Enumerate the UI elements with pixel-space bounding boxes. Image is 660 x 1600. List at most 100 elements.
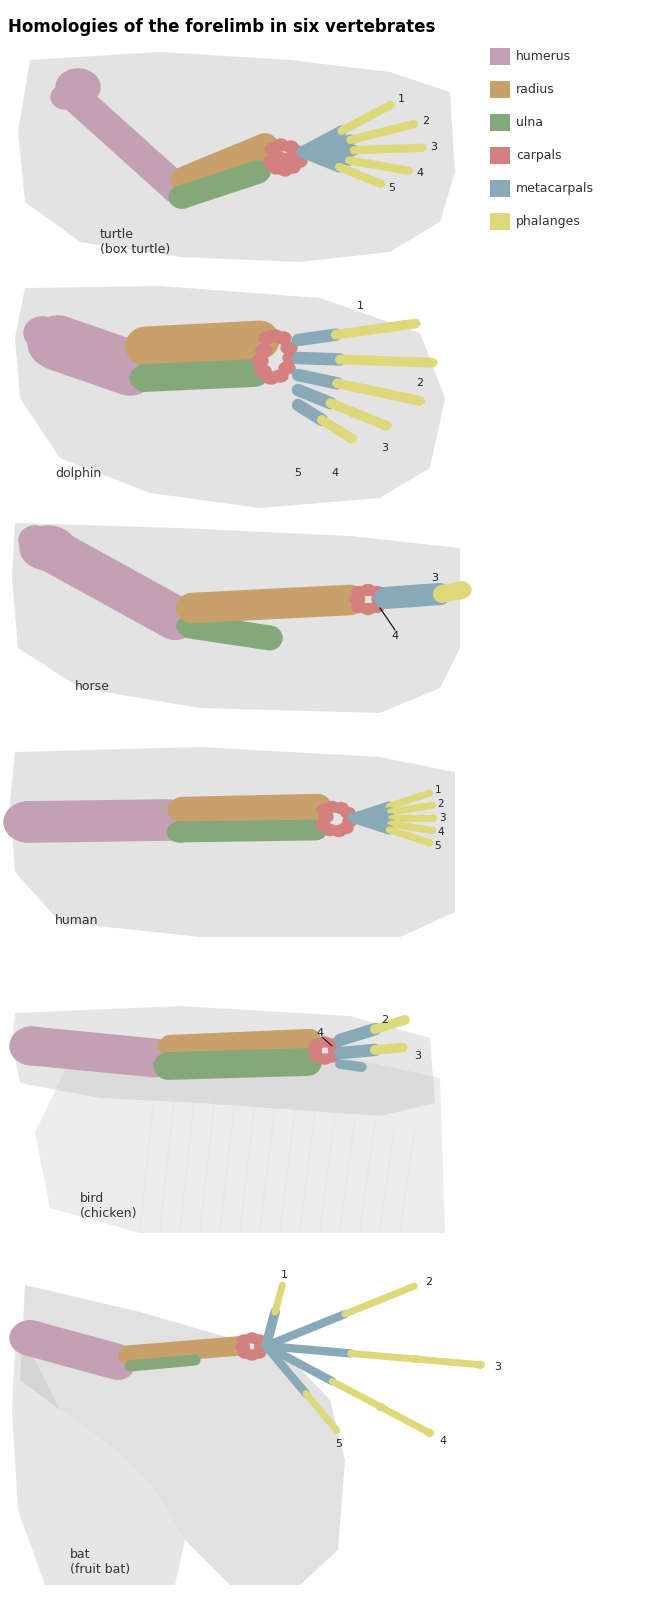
Text: 3: 3 (495, 1362, 502, 1371)
Ellipse shape (327, 1053, 339, 1062)
Ellipse shape (403, 394, 412, 402)
Ellipse shape (252, 355, 268, 366)
Ellipse shape (341, 808, 355, 819)
Ellipse shape (426, 790, 432, 797)
Text: 3: 3 (439, 813, 446, 822)
Ellipse shape (228, 1338, 248, 1354)
Bar (490, 179, 510, 197)
Ellipse shape (283, 352, 299, 365)
Text: 2: 2 (381, 1014, 389, 1026)
Ellipse shape (167, 822, 193, 842)
Ellipse shape (317, 805, 331, 816)
Ellipse shape (377, 1403, 385, 1411)
Ellipse shape (427, 358, 437, 366)
Ellipse shape (327, 1038, 339, 1050)
Ellipse shape (367, 131, 375, 138)
Polygon shape (15, 286, 445, 509)
Ellipse shape (358, 326, 368, 334)
Ellipse shape (305, 821, 327, 838)
Ellipse shape (238, 1334, 251, 1346)
Ellipse shape (263, 371, 279, 384)
Ellipse shape (418, 805, 426, 810)
Ellipse shape (293, 155, 307, 166)
Ellipse shape (252, 138, 278, 157)
Ellipse shape (255, 1341, 267, 1350)
Ellipse shape (372, 594, 386, 605)
Ellipse shape (153, 600, 197, 635)
Ellipse shape (295, 1053, 321, 1072)
Ellipse shape (336, 589, 364, 611)
Ellipse shape (350, 594, 364, 605)
Text: 1: 1 (280, 1270, 288, 1280)
Text: carpals: carpals (516, 149, 562, 162)
Ellipse shape (410, 320, 420, 328)
Ellipse shape (394, 146, 402, 152)
Text: 1: 1 (397, 94, 405, 104)
Ellipse shape (393, 357, 403, 365)
Ellipse shape (418, 826, 426, 832)
Ellipse shape (374, 589, 396, 606)
Ellipse shape (171, 170, 199, 190)
Text: 3: 3 (430, 142, 438, 152)
Ellipse shape (246, 1350, 259, 1360)
Ellipse shape (176, 595, 208, 621)
Ellipse shape (253, 1334, 265, 1346)
Ellipse shape (238, 1347, 251, 1358)
Ellipse shape (350, 410, 360, 418)
Ellipse shape (255, 365, 271, 378)
Ellipse shape (411, 1355, 419, 1363)
Ellipse shape (329, 1045, 341, 1054)
Ellipse shape (386, 102, 394, 109)
Ellipse shape (272, 152, 286, 165)
Ellipse shape (339, 822, 353, 834)
Ellipse shape (20, 526, 76, 570)
Ellipse shape (264, 157, 278, 168)
Text: 4: 4 (438, 827, 444, 837)
Ellipse shape (453, 582, 471, 597)
Ellipse shape (385, 390, 395, 398)
Ellipse shape (259, 333, 275, 344)
Ellipse shape (425, 1429, 434, 1437)
Ellipse shape (346, 434, 356, 442)
Ellipse shape (242, 326, 278, 354)
Ellipse shape (349, 170, 357, 176)
Text: dolphin: dolphin (55, 467, 101, 480)
Ellipse shape (258, 627, 282, 648)
Text: 1: 1 (356, 301, 364, 310)
Ellipse shape (363, 176, 371, 181)
Text: 2: 2 (438, 798, 444, 810)
Ellipse shape (284, 141, 298, 154)
Ellipse shape (416, 794, 423, 800)
Ellipse shape (177, 616, 203, 635)
Ellipse shape (370, 587, 384, 597)
Ellipse shape (265, 142, 279, 155)
Ellipse shape (241, 362, 269, 384)
Polygon shape (18, 51, 455, 262)
Ellipse shape (256, 344, 272, 357)
Text: 3: 3 (414, 1051, 421, 1061)
Ellipse shape (416, 837, 423, 843)
Ellipse shape (310, 1053, 323, 1062)
Ellipse shape (308, 1045, 321, 1054)
Ellipse shape (104, 346, 156, 390)
Text: bat
(fruit bat): bat (fruit bat) (70, 1549, 130, 1576)
Ellipse shape (139, 1045, 171, 1070)
Text: turtle
(box turtle): turtle (box turtle) (100, 227, 170, 256)
Ellipse shape (380, 323, 390, 331)
Ellipse shape (267, 330, 283, 342)
Ellipse shape (377, 181, 385, 187)
Polygon shape (10, 747, 455, 938)
Ellipse shape (269, 162, 283, 174)
Ellipse shape (405, 814, 412, 821)
Ellipse shape (405, 168, 412, 174)
Ellipse shape (158, 1037, 182, 1054)
Text: phalanges: phalanges (516, 214, 581, 227)
Ellipse shape (381, 421, 391, 429)
Text: 5: 5 (434, 840, 441, 851)
Ellipse shape (414, 397, 424, 405)
Text: Homologies of the forelimb in six vertebrates: Homologies of the forelimb in six verteb… (8, 18, 436, 35)
Ellipse shape (310, 1038, 323, 1050)
Ellipse shape (162, 178, 194, 203)
Text: ulna: ulna (516, 117, 543, 130)
Ellipse shape (169, 186, 195, 208)
